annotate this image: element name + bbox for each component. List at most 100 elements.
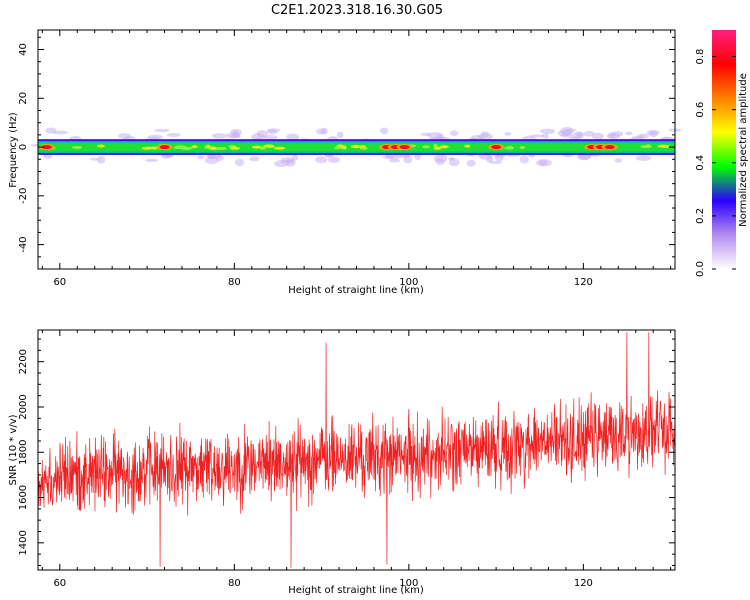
colorbar-tick-label: 0.2 xyxy=(695,208,706,224)
y-tick-label: 1400 xyxy=(18,530,29,555)
band-halo-blob xyxy=(635,155,652,161)
band-halo-blob xyxy=(291,154,299,161)
band-halo-blob xyxy=(286,133,300,141)
band-variation xyxy=(229,146,240,150)
y-tick-label: -40 xyxy=(18,236,29,252)
band-variation xyxy=(359,145,367,149)
colorbar-gradient xyxy=(712,30,736,269)
band-variation xyxy=(263,144,275,148)
band-halo-blob xyxy=(539,128,556,134)
band-hotspot xyxy=(491,145,502,150)
band-halo-blob xyxy=(519,155,529,164)
band-halo-blob xyxy=(614,158,623,163)
x-tick-label: 120 xyxy=(574,277,593,288)
x-tick-label: 60 xyxy=(53,277,66,288)
band-halo-blob xyxy=(234,158,244,167)
band-variation xyxy=(464,144,471,148)
band-halo-blob xyxy=(448,158,460,167)
band-variation xyxy=(205,144,211,148)
band-halo-blob xyxy=(96,156,106,164)
band-hotspot xyxy=(604,145,615,150)
band-halo-blob xyxy=(320,127,328,135)
band-halo-blob xyxy=(583,130,595,137)
band-halo-blob xyxy=(480,131,490,138)
spectrogram-ylabel: Frequency (Hz) xyxy=(8,112,19,188)
band-halo-blob xyxy=(147,134,164,140)
band-halo-blob xyxy=(379,127,389,135)
band-halo-blob xyxy=(327,156,341,163)
y-tick-label: 40 xyxy=(18,43,29,56)
band-halo-blob xyxy=(166,132,181,138)
band-halo-blob xyxy=(572,131,584,140)
x-tick-label: 60 xyxy=(53,578,66,589)
x-tick-label: 80 xyxy=(228,277,241,288)
band-halo-blob xyxy=(197,155,205,160)
snr-ticks: 60 80 100 120 1400 1600 1800 2000 2200 xyxy=(18,330,675,589)
colorbar-tick-label: 0.8 xyxy=(695,49,706,65)
band-variation xyxy=(334,146,341,150)
band-halo-blob xyxy=(639,133,650,139)
band-halo-blob xyxy=(249,156,260,162)
band-variation xyxy=(215,146,227,150)
band-halo-blob xyxy=(154,128,171,133)
x-tick-label: 100 xyxy=(399,277,418,288)
band-halo-blob xyxy=(274,160,289,168)
band-hotspot xyxy=(41,145,52,150)
band-halo-blob xyxy=(420,132,431,137)
colorbar-tick-label: 0.4 xyxy=(695,155,706,171)
colorbar: 0.0 0.2 0.4 0.6 0.8 Normalized spectral ampl… xyxy=(695,30,749,277)
band-variation xyxy=(439,145,449,149)
y-tick-label: 1800 xyxy=(18,440,29,465)
band-halo-blob xyxy=(648,130,658,138)
band-halo-blob xyxy=(263,134,278,141)
band-halo-blob xyxy=(52,130,69,135)
band-halo-blob xyxy=(336,131,344,139)
band-halo-blob xyxy=(608,132,617,138)
band-halo-blob xyxy=(433,154,448,163)
band-halo-blob xyxy=(43,154,53,159)
spectral-band xyxy=(30,126,682,168)
band-halo-blob xyxy=(232,130,240,138)
band-variation xyxy=(191,145,198,149)
band-hotspot xyxy=(159,145,170,150)
band-halo-blob xyxy=(591,132,604,140)
x-tick-label: 80 xyxy=(228,578,241,589)
band-variation xyxy=(657,144,669,148)
band-variation xyxy=(504,146,514,150)
band-variation xyxy=(150,146,159,150)
colorbar-label: Normalized spectral amplitude xyxy=(738,73,749,227)
colorbar-tick-label: 0.0 xyxy=(695,261,706,277)
y-tick-label: 2200 xyxy=(18,349,29,374)
band-halo-blob xyxy=(389,158,401,163)
band-halo-blob xyxy=(625,131,633,136)
x-tick-label: 100 xyxy=(399,578,418,589)
y-tick-label: -20 xyxy=(18,188,29,204)
band-variation xyxy=(210,146,217,150)
band-variation xyxy=(173,146,183,150)
band-halo-blob xyxy=(541,133,550,139)
snr-panel: 60 80 100 120 1400 1600 1800 2000 2200 Height of… xyxy=(8,329,676,596)
band-halo-blob xyxy=(204,156,219,165)
y-tick-label: 2000 xyxy=(18,394,29,419)
band-variation xyxy=(645,144,651,148)
snr-ylabel: SNR (10 * v/v) xyxy=(8,414,19,485)
band-variation xyxy=(273,146,286,150)
band-halo-blob xyxy=(559,126,574,135)
y-tick-label: 1600 xyxy=(18,485,29,510)
spectrogram-frame xyxy=(37,29,676,270)
band-hotspot xyxy=(399,145,410,150)
band-halo-blob xyxy=(211,132,227,139)
band-halo-blob xyxy=(403,155,413,164)
colorbar-ticks: 0.0 0.2 0.4 0.6 0.8 xyxy=(695,49,736,277)
y-tick-label: 20 xyxy=(18,92,29,105)
figure-title: C2E1.2023.318.16.30.G05 xyxy=(271,3,443,18)
x-tick-label: 120 xyxy=(574,578,593,589)
band-variation xyxy=(433,144,438,148)
band-halo-blob xyxy=(504,131,512,136)
band-variation xyxy=(96,144,105,148)
band-variation xyxy=(71,145,83,149)
band-variation xyxy=(519,146,526,150)
colorbar-tick-label: 0.6 xyxy=(695,102,706,118)
band-halo-blob xyxy=(414,153,421,161)
